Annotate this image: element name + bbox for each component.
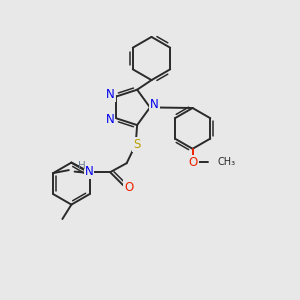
Text: N: N (105, 113, 114, 126)
Text: S: S (133, 138, 140, 151)
Text: N: N (106, 88, 115, 101)
Text: N: N (150, 98, 159, 112)
Text: O: O (189, 156, 198, 169)
Text: H: H (78, 160, 86, 171)
Text: CH₃: CH₃ (217, 157, 235, 167)
Text: O: O (124, 181, 134, 194)
Text: N: N (85, 165, 94, 178)
